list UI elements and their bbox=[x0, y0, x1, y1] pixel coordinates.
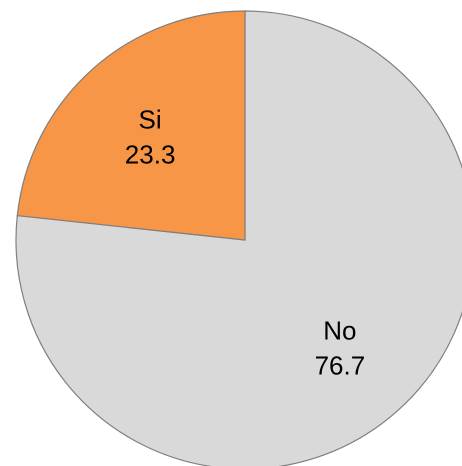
slice-value-si: 23.3 bbox=[125, 139, 176, 169]
pie-slice-si bbox=[16, 10, 246, 241]
slice-label-no: No bbox=[323, 316, 356, 346]
slice-label-si: Si bbox=[139, 104, 162, 134]
slice-value-no: 76.7 bbox=[315, 351, 366, 381]
pie-slice-no bbox=[15, 10, 462, 466]
